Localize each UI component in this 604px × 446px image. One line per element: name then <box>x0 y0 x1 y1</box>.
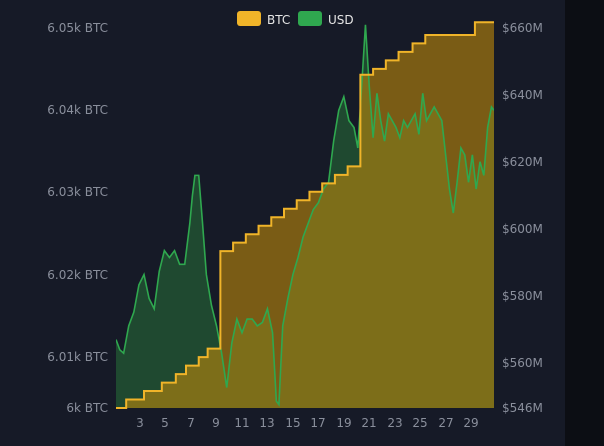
right-tick-label: $660M <box>502 21 543 35</box>
right-tick-label: $640M <box>502 88 543 102</box>
right-tick-label: $546M <box>502 401 543 415</box>
left-tick-label: 6.05k BTC <box>47 21 108 35</box>
right-tick-label: $580M <box>502 289 543 303</box>
legend: BTC USD <box>237 11 354 27</box>
x-tick-label: 21 <box>361 416 376 430</box>
x-tick-label: 23 <box>387 416 402 430</box>
left-tick-label: 6.03k BTC <box>47 185 108 199</box>
x-tick-label: 19 <box>336 416 351 430</box>
right-tick-label: $560M <box>502 356 543 370</box>
btc-series-area <box>116 22 494 408</box>
left-tick-label: 6k BTC <box>66 401 108 415</box>
x-tick-label: 3 <box>136 416 144 430</box>
btc-series-line[interactable] <box>116 21 494 409</box>
left-tick-label: 6.04k BTC <box>47 103 108 117</box>
x-tick-label: 7 <box>187 416 195 430</box>
x-tick-label: 11 <box>234 416 249 430</box>
x-tick-label: 9 <box>212 416 220 430</box>
left-tick-label: 6.02k BTC <box>47 268 108 282</box>
right-tick-label: $600M <box>502 222 543 236</box>
left-tick-label: 6.01k BTC <box>47 350 108 364</box>
right-axis: $546M $560M $580M $600M $620M $640M $660… <box>502 21 543 415</box>
x-tick-label: 15 <box>285 416 300 430</box>
x-tick-label: 5 <box>161 416 169 430</box>
x-tick-label: 29 <box>463 416 478 430</box>
x-axis: 3 5 7 9 11 13 15 17 19 21 23 25 27 29 <box>136 416 478 430</box>
x-tick-label: 27 <box>438 416 453 430</box>
x-tick-label: 13 <box>259 416 274 430</box>
page-background <box>565 0 604 446</box>
legend-swatch-usd[interactable] <box>298 11 322 26</box>
usd-series-line[interactable] <box>116 24 494 407</box>
left-axis: 6k BTC 6.01k BTC 6.02k BTC 6.03k BTC 6.0… <box>47 21 108 415</box>
right-tick-label: $620M <box>502 155 543 169</box>
legend-label-usd[interactable]: USD <box>328 13 354 27</box>
legend-label-btc[interactable]: BTC <box>267 13 290 27</box>
legend-swatch-btc[interactable] <box>237 11 261 26</box>
x-tick-label: 17 <box>310 416 325 430</box>
x-tick-label: 25 <box>412 416 427 430</box>
